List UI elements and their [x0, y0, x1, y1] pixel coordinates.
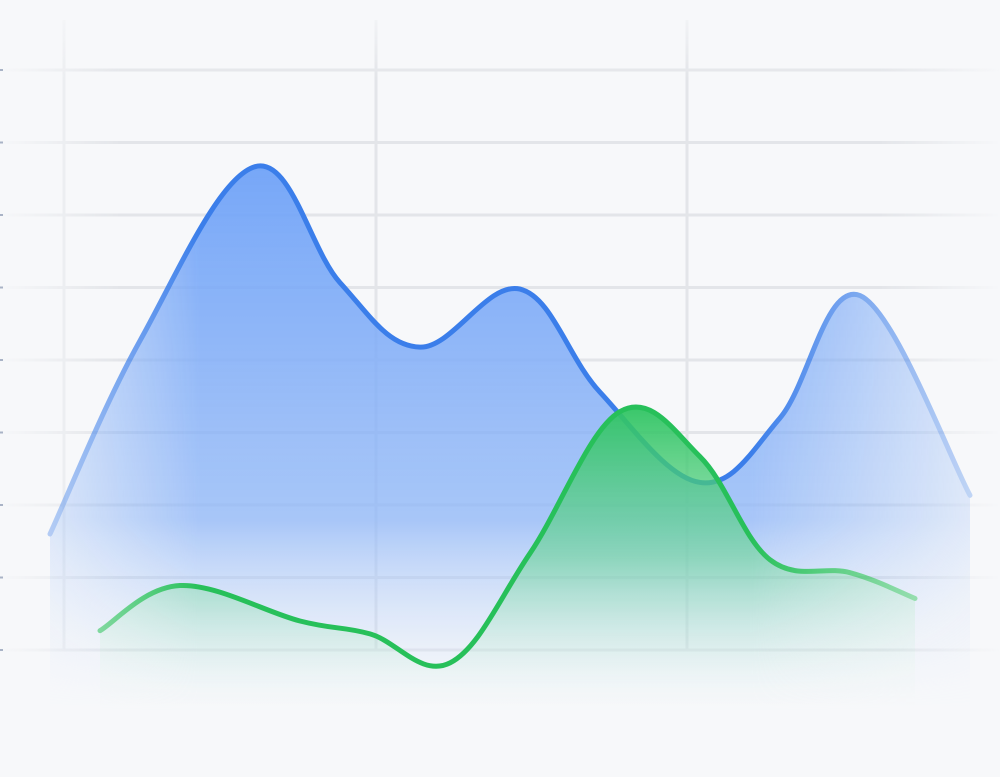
series-layer [47, 163, 973, 711]
series-2 [97, 404, 918, 710]
series-line-2 [97, 404, 918, 669]
series-line-1 [47, 163, 973, 537]
y-axis-ticks [0, 69, 3, 651]
series-area-2 [100, 406, 915, 710]
